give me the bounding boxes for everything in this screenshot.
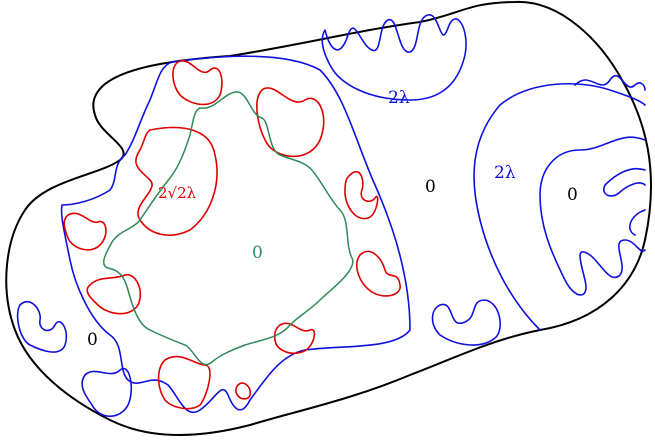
outer-boundary-curve <box>5 0 653 436</box>
label-center-zero: 0 <box>425 177 436 197</box>
blue-top-lobe <box>321 14 467 101</box>
blue-right-waves <box>539 136 646 296</box>
red-left-lobe-2 <box>86 274 142 315</box>
red-right-lobe-1 <box>344 170 379 220</box>
blue-lower-lobe <box>431 299 501 346</box>
blue-central-contour <box>60 55 411 414</box>
blue-left-lobe <box>16 300 68 353</box>
red-top-lobe-1 <box>172 59 223 106</box>
red-small-lobe <box>235 382 252 400</box>
red-right-lobe-2 <box>356 250 401 297</box>
blue-bottom-left-lobe <box>81 367 132 418</box>
red-bottom-lobe-2 <box>157 355 211 410</box>
label-red: 2√2λ <box>158 184 197 202</box>
blue-right-contour <box>473 82 646 331</box>
label-outer-zero: 0 <box>87 330 98 350</box>
red-bottom-lobe-1 <box>273 322 316 355</box>
red-top-lobe-2 <box>256 87 325 158</box>
label-blue-top: 2λ <box>388 88 410 108</box>
label-blue-right: 2λ <box>494 163 516 183</box>
blue-right-inner-contour <box>574 75 646 91</box>
red-left-lobe-1 <box>63 212 107 251</box>
green-contour <box>103 91 354 366</box>
label-right-zero: 0 <box>567 185 578 205</box>
label-green-zero: 0 <box>252 243 263 263</box>
red-left-contour <box>135 126 218 236</box>
